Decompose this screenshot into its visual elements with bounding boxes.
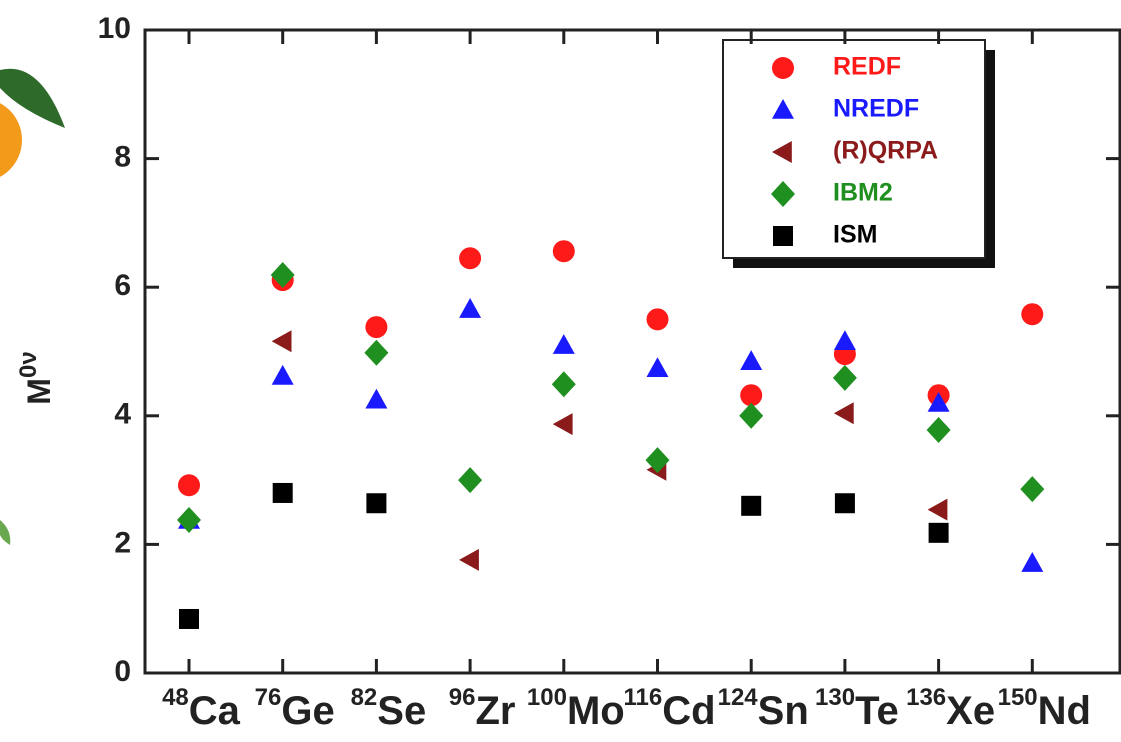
element: Cd [662,689,715,733]
point [646,357,669,378]
mass-number: 48 [162,684,189,711]
point [740,384,763,407]
legend-label: IBM2 [833,179,893,207]
y-label-sup: 0ν [15,351,42,378]
x-tick-label: 48Ca [162,684,241,732]
element: Te [855,689,899,733]
x-tick-label: 150Nd [998,684,1091,732]
legend-marker [773,226,793,246]
y-tick-label: 8 [114,141,131,174]
point [645,447,670,474]
mass-number: 82 [351,684,378,711]
element: Zr [475,689,515,733]
point [741,495,762,516]
element: Mo [567,689,625,733]
legend-marker [772,99,794,119]
mass-number: 100 [527,684,567,711]
mass-number: 130 [815,684,855,711]
mass-number: 150 [998,684,1038,711]
point [928,522,949,543]
legend-label: ISM [833,221,877,249]
point [740,350,763,370]
legend-label: (R)QRPA [833,137,938,165]
point [551,371,576,398]
point [272,482,293,503]
element: Xe [946,689,995,733]
element: Sn [758,689,809,733]
point [834,493,855,514]
x-tick-label: 136Xe [906,684,995,732]
element: Se [377,689,426,733]
element: Ge [281,689,334,733]
y-tick-label: 0 [114,655,131,688]
point [366,493,387,514]
point [552,334,575,354]
x-tick-label: 96Zr [449,684,516,732]
x-tick-label: 130Te [815,684,899,732]
y-label-main: M [21,378,57,405]
point [927,391,950,412]
legend [722,39,986,259]
x-tick-label: 100Mo [527,684,625,732]
point [459,548,479,571]
mass-number: 76 [255,684,282,711]
point [459,298,482,318]
mass-number: 116 [623,684,662,711]
point [364,339,389,366]
point [1021,303,1044,326]
point [1020,476,1045,503]
point [1021,552,1044,572]
legend-marker [771,181,795,207]
point [832,364,857,391]
y-tick-label: 4 [114,398,131,431]
point [177,506,201,533]
point [458,467,483,494]
x-tick-label: 124Sn [718,684,809,732]
y-tick-label: 2 [114,526,131,559]
legend-label: REDF [833,53,901,81]
point [178,474,200,497]
point [926,416,951,443]
point [646,308,669,331]
point [739,402,764,429]
point [459,247,482,270]
mass-number: 124 [718,684,759,711]
point [271,364,294,385]
x-tick-label: 82Se [351,684,427,732]
point [833,330,856,351]
element: Ca [189,689,241,733]
element: Nd [1038,689,1091,733]
x-tick-label: 76Ge [255,684,335,732]
point [271,330,292,353]
legend-label: NREDF [833,95,919,123]
mass-number: 96 [449,684,476,711]
point [270,261,295,288]
y-tick-label: 10 [98,12,131,45]
y-axis-label: M0ν [15,351,57,404]
decoration [0,68,65,545]
y-tick-label: 6 [114,269,131,302]
legend-marker [772,57,794,79]
plot-frame [143,28,1121,675]
point [927,498,948,521]
point [179,608,199,629]
point [365,316,388,339]
point [552,413,573,436]
x-tick-label: 116Cd [623,684,715,732]
point [833,402,854,425]
point [365,388,388,409]
legend-marker [772,141,792,163]
mass-number: 136 [906,684,946,711]
point [552,240,575,263]
